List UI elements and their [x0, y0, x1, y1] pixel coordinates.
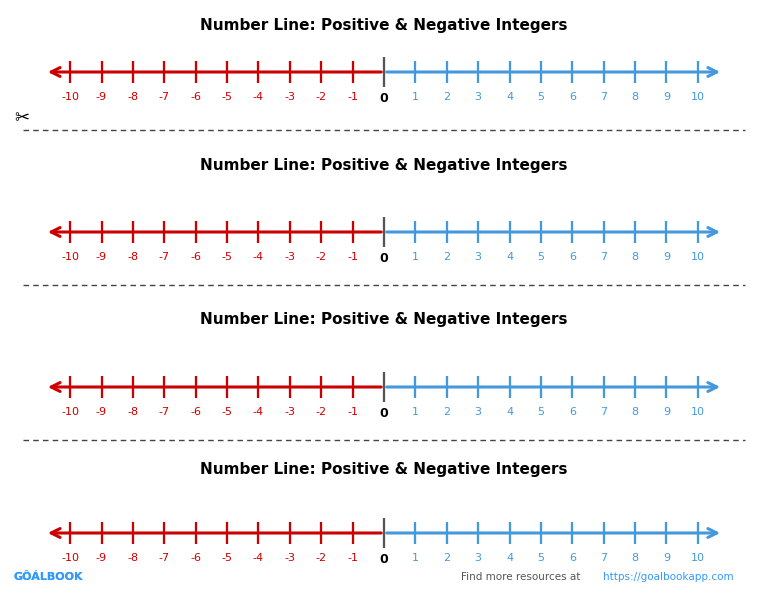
- Text: -6: -6: [190, 252, 201, 262]
- Text: 4: 4: [506, 252, 513, 262]
- Text: 5: 5: [538, 553, 545, 563]
- Text: -7: -7: [159, 252, 170, 262]
- Text: 3: 3: [475, 92, 482, 102]
- Text: 4: 4: [506, 407, 513, 417]
- Text: 8: 8: [631, 252, 639, 262]
- Text: ✂: ✂: [14, 109, 29, 127]
- Text: -8: -8: [127, 252, 138, 262]
- Text: 0: 0: [379, 92, 389, 105]
- Text: 7: 7: [600, 407, 607, 417]
- Text: 7: 7: [600, 92, 607, 102]
- Text: -10: -10: [61, 553, 79, 563]
- Text: -4: -4: [253, 92, 264, 102]
- Text: -4: -4: [253, 252, 264, 262]
- Text: 2: 2: [443, 92, 450, 102]
- Text: -8: -8: [127, 407, 138, 417]
- Text: -7: -7: [159, 407, 170, 417]
- Text: 6: 6: [569, 92, 576, 102]
- Text: 1: 1: [412, 252, 419, 262]
- Text: -3: -3: [284, 92, 296, 102]
- Text: -9: -9: [96, 407, 107, 417]
- Text: -5: -5: [221, 407, 233, 417]
- Text: 9: 9: [663, 92, 670, 102]
- Text: Number Line: Positive & Negative Integers: Number Line: Positive & Negative Integer…: [200, 158, 568, 173]
- Text: -2: -2: [316, 92, 327, 102]
- Text: GÔÁLBOOK: GÔÁLBOOK: [14, 572, 83, 582]
- Text: 1: 1: [412, 92, 419, 102]
- Text: 3: 3: [475, 252, 482, 262]
- Text: -9: -9: [96, 553, 107, 563]
- Text: 1: 1: [412, 407, 419, 417]
- Text: 7: 7: [600, 252, 607, 262]
- Text: 9: 9: [663, 252, 670, 262]
- Text: -6: -6: [190, 553, 201, 563]
- Text: -1: -1: [347, 92, 358, 102]
- Text: -10: -10: [61, 92, 79, 102]
- Text: 10: 10: [691, 407, 705, 417]
- Text: 3: 3: [475, 407, 482, 417]
- Text: -7: -7: [159, 92, 170, 102]
- Text: 2: 2: [443, 553, 450, 563]
- Text: -2: -2: [316, 407, 327, 417]
- Text: -1: -1: [347, 553, 358, 563]
- Text: Number Line: Positive & Negative Integers: Number Line: Positive & Negative Integer…: [200, 312, 568, 327]
- Text: 0: 0: [379, 407, 389, 420]
- Text: 8: 8: [631, 407, 639, 417]
- Text: -10: -10: [61, 407, 79, 417]
- Text: 10: 10: [691, 553, 705, 563]
- Text: -4: -4: [253, 407, 264, 417]
- Text: 5: 5: [538, 407, 545, 417]
- Text: 7: 7: [600, 553, 607, 563]
- Text: Number Line: Positive & Negative Integers: Number Line: Positive & Negative Integer…: [200, 18, 568, 33]
- Text: Number Line: Positive & Negative Integers: Number Line: Positive & Negative Integer…: [200, 462, 568, 477]
- Text: 8: 8: [631, 92, 639, 102]
- Text: 3: 3: [475, 553, 482, 563]
- Text: GOALBOOK: GOALBOOK: [14, 572, 83, 582]
- Text: 6: 6: [569, 252, 576, 262]
- Text: 0: 0: [379, 553, 389, 566]
- Text: -2: -2: [316, 252, 327, 262]
- Text: -2: -2: [316, 553, 327, 563]
- Text: -1: -1: [347, 252, 358, 262]
- Text: -3: -3: [284, 553, 296, 563]
- Text: -10: -10: [61, 252, 79, 262]
- Text: https://goalbookapp.com: https://goalbookapp.com: [603, 572, 733, 582]
- Text: -6: -6: [190, 407, 201, 417]
- Text: -3: -3: [284, 252, 296, 262]
- Text: -5: -5: [221, 92, 233, 102]
- Text: 0: 0: [379, 252, 389, 265]
- Text: -8: -8: [127, 553, 138, 563]
- Text: 4: 4: [506, 92, 513, 102]
- Text: 8: 8: [631, 553, 639, 563]
- Text: -7: -7: [159, 553, 170, 563]
- Text: 6: 6: [569, 407, 576, 417]
- Text: -9: -9: [96, 252, 107, 262]
- Text: 6: 6: [569, 553, 576, 563]
- Text: -5: -5: [221, 553, 233, 563]
- Text: 1: 1: [412, 553, 419, 563]
- Text: 9: 9: [663, 407, 670, 417]
- Text: 9: 9: [663, 553, 670, 563]
- Text: 10: 10: [691, 92, 705, 102]
- Text: -5: -5: [221, 252, 233, 262]
- Text: Find more resources at: Find more resources at: [461, 572, 584, 582]
- Text: -4: -4: [253, 553, 264, 563]
- Text: -3: -3: [284, 407, 296, 417]
- Text: 2: 2: [443, 252, 450, 262]
- Text: 5: 5: [538, 252, 545, 262]
- Text: -9: -9: [96, 92, 107, 102]
- Text: 5: 5: [538, 92, 545, 102]
- Text: -1: -1: [347, 407, 358, 417]
- Text: 2: 2: [443, 407, 450, 417]
- Text: -8: -8: [127, 92, 138, 102]
- Text: 4: 4: [506, 553, 513, 563]
- Text: 10: 10: [691, 252, 705, 262]
- Text: -6: -6: [190, 92, 201, 102]
